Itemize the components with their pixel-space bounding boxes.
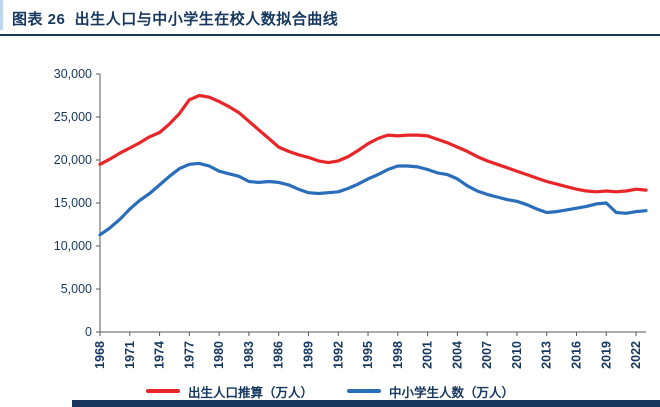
svg-text:2013: 2013 bbox=[540, 341, 554, 369]
svg-text:2022: 2022 bbox=[629, 341, 643, 369]
blue-line-swatch bbox=[347, 389, 381, 393]
svg-text:25,000: 25,000 bbox=[54, 110, 92, 124]
svg-text:2007: 2007 bbox=[480, 341, 494, 369]
svg-text:2019: 2019 bbox=[599, 341, 613, 369]
footer-bar bbox=[72, 400, 660, 407]
left-accent-bar bbox=[0, 0, 3, 30]
svg-text:1971: 1971 bbox=[123, 341, 137, 369]
svg-text:5,000: 5,000 bbox=[61, 282, 92, 296]
line-chart: 0 5,000 10,000 15,000 20,000 25,000 30,000 1968… bbox=[54, 67, 648, 369]
svg-text:2016: 2016 bbox=[570, 341, 584, 369]
legend-item-births: 出生人口推算（万人） bbox=[145, 382, 313, 401]
svg-text:1980: 1980 bbox=[212, 341, 226, 369]
svg-text:15,000: 15,000 bbox=[54, 196, 92, 210]
svg-text:1992: 1992 bbox=[331, 341, 345, 369]
svg-text:20,000: 20,000 bbox=[54, 153, 92, 167]
svg-text:1983: 1983 bbox=[242, 341, 256, 369]
svg-text:1986: 1986 bbox=[272, 341, 286, 369]
svg-text:1968: 1968 bbox=[93, 341, 107, 369]
red-line-swatch bbox=[145, 389, 180, 393]
figure-title: 图表 26 出生人口与中小学生在校人数拟合曲线 bbox=[12, 11, 339, 28]
figure-header: 图表 26 出生人口与中小学生在校人数拟合曲线 bbox=[0, 0, 660, 29]
svg-text:2001: 2001 bbox=[421, 341, 435, 369]
chart-legend: 出生人口推算（万人） 中小学生人数（万人） bbox=[0, 382, 660, 400]
svg-text:1995: 1995 bbox=[361, 341, 375, 369]
legend-label-births: 出生人口推算（万人） bbox=[187, 385, 313, 400]
svg-text:1989: 1989 bbox=[301, 341, 315, 369]
svg-text:1998: 1998 bbox=[391, 341, 405, 369]
svg-text:30,000: 30,000 bbox=[54, 67, 92, 81]
svg-text:2004: 2004 bbox=[450, 341, 464, 369]
svg-text:2010: 2010 bbox=[510, 341, 524, 369]
svg-text:1974: 1974 bbox=[153, 341, 167, 369]
legend-item-students: 中小学生人数（万人） bbox=[347, 382, 514, 401]
legend-label-students: 中小学生人数（万人） bbox=[389, 385, 515, 400]
title-underline bbox=[0, 34, 660, 36]
svg-text:1977: 1977 bbox=[182, 341, 196, 369]
svg-text:0: 0 bbox=[85, 325, 92, 339]
svg-text:10,000: 10,000 bbox=[54, 239, 92, 253]
